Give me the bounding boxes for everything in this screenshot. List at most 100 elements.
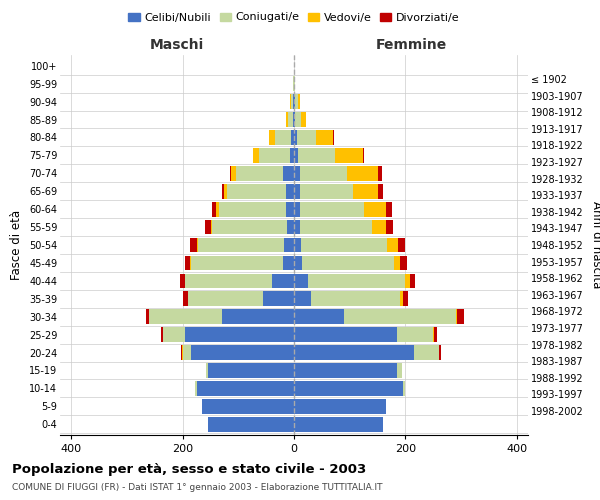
Bar <box>290 148 294 162</box>
Bar <box>163 328 185 342</box>
Bar <box>403 381 406 396</box>
Bar <box>347 166 377 180</box>
Bar <box>293 112 294 127</box>
Bar <box>191 345 294 360</box>
Bar <box>294 130 297 145</box>
Bar <box>294 381 403 396</box>
Bar <box>299 220 372 234</box>
Bar <box>394 256 400 270</box>
Bar <box>397 328 433 342</box>
Bar <box>372 220 386 234</box>
Bar <box>457 310 464 324</box>
Bar <box>286 112 289 127</box>
Bar <box>212 202 216 216</box>
Bar <box>403 292 408 306</box>
Bar <box>284 238 294 252</box>
Text: Maschi: Maschi <box>150 38 204 52</box>
Bar <box>197 381 294 396</box>
Bar <box>212 220 287 234</box>
Bar <box>377 184 383 198</box>
Text: Popolazione per età, sesso e stato civile - 2003: Popolazione per età, sesso e stato civil… <box>12 462 366 475</box>
Bar <box>219 202 286 216</box>
Bar <box>294 399 386 413</box>
Bar <box>406 274 410 288</box>
Bar <box>202 399 294 413</box>
Bar <box>272 274 294 288</box>
Bar <box>294 148 298 162</box>
Bar <box>377 166 382 180</box>
Bar <box>397 363 401 378</box>
Bar <box>283 166 294 180</box>
Bar <box>230 166 231 180</box>
Bar <box>149 310 221 324</box>
Bar <box>301 238 387 252</box>
Bar <box>275 130 291 145</box>
Bar <box>455 310 457 324</box>
Bar <box>259 148 290 162</box>
Bar <box>188 292 263 306</box>
Bar <box>335 148 362 162</box>
Bar <box>183 292 188 306</box>
Bar <box>294 417 383 432</box>
Bar <box>387 238 398 252</box>
Bar <box>195 381 197 396</box>
Bar <box>295 94 298 109</box>
Bar <box>299 184 353 198</box>
Bar <box>294 94 295 109</box>
Bar <box>206 363 208 378</box>
Bar <box>216 202 219 216</box>
Bar <box>291 130 294 145</box>
Bar <box>208 363 294 378</box>
Bar <box>294 256 302 270</box>
Bar <box>221 310 294 324</box>
Bar <box>386 220 392 234</box>
Bar <box>364 202 386 216</box>
Bar <box>297 130 316 145</box>
Bar <box>231 166 235 180</box>
Bar <box>398 238 405 252</box>
Bar <box>221 184 224 198</box>
Bar <box>316 130 333 145</box>
Bar <box>299 166 347 180</box>
Text: COMUNE DI FIUGGI (FR) - Dati ISTAT 1° gennaio 2003 - Elaborazione TUTTITALIA.IT: COMUNE DI FIUGGI (FR) - Dati ISTAT 1° ge… <box>12 482 383 492</box>
Bar <box>294 363 397 378</box>
Bar <box>410 274 415 288</box>
Bar <box>146 310 149 324</box>
Bar <box>235 166 283 180</box>
Bar <box>299 202 364 216</box>
Bar <box>289 112 293 127</box>
Bar <box>283 256 294 270</box>
Bar <box>161 328 163 342</box>
Bar <box>294 274 308 288</box>
Bar <box>287 220 294 234</box>
Bar <box>263 292 294 306</box>
Bar <box>294 328 397 342</box>
Bar <box>414 345 439 360</box>
Bar <box>182 345 191 360</box>
Bar <box>294 310 344 324</box>
Bar <box>439 345 440 360</box>
Bar <box>333 130 334 145</box>
Bar <box>294 184 299 198</box>
Bar <box>294 166 299 180</box>
Bar <box>353 184 377 198</box>
Bar <box>400 256 407 270</box>
Bar <box>205 220 211 234</box>
Bar <box>294 238 301 252</box>
Bar <box>294 112 295 127</box>
Bar <box>295 112 301 127</box>
Bar <box>362 148 364 162</box>
Bar <box>294 345 414 360</box>
Bar <box>253 148 259 162</box>
Bar <box>185 328 294 342</box>
Bar <box>308 274 406 288</box>
Bar <box>386 202 392 216</box>
Bar <box>185 256 190 270</box>
Bar <box>269 130 275 145</box>
Bar <box>302 256 394 270</box>
Y-axis label: Anni di nascita: Anni di nascita <box>590 202 600 288</box>
Text: Femmine: Femmine <box>376 38 446 52</box>
Bar <box>196 238 197 252</box>
Legend: Celibi/Nubili, Coniugati/e, Vedovi/e, Divorziati/e: Celibi/Nubili, Coniugati/e, Vedovi/e, Di… <box>124 8 464 27</box>
Bar <box>290 94 293 109</box>
